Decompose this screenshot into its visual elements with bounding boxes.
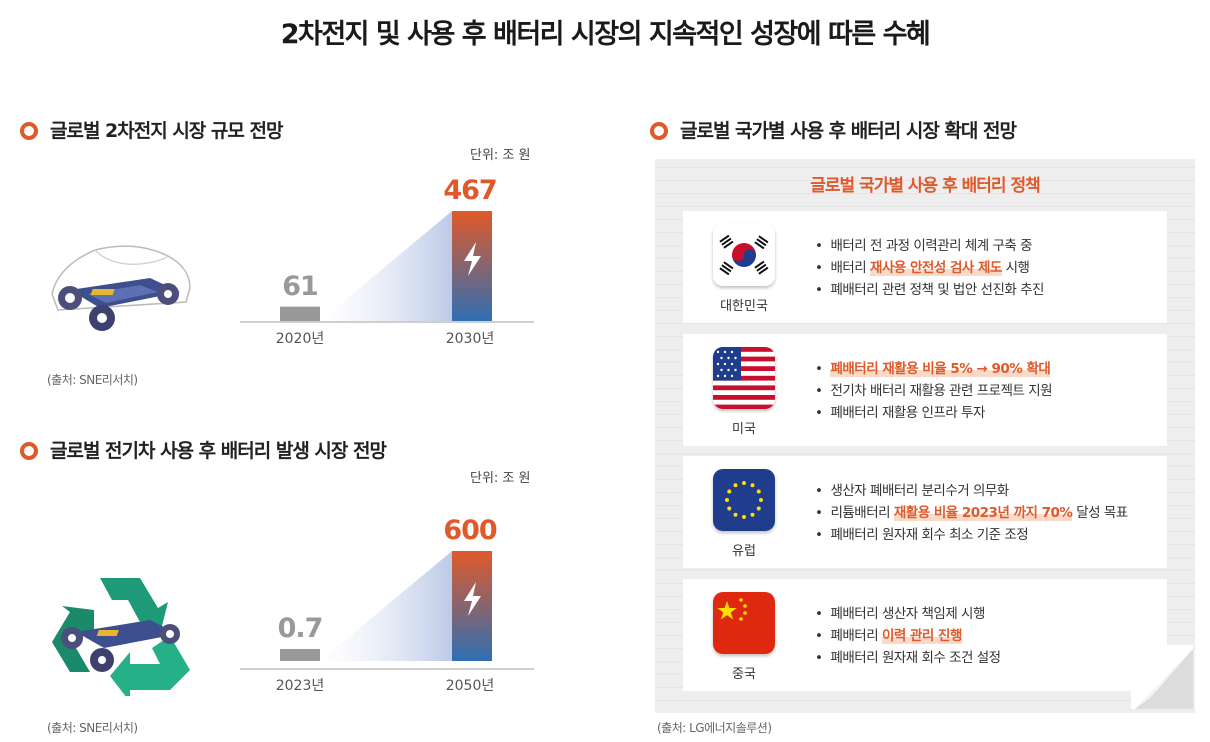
policy-item: 폐배터리 재활용 인프라 투자 bbox=[815, 402, 1052, 424]
chart2-category-2023: 2023년 bbox=[275, 678, 325, 694]
policy-card-china: 중국 폐배터리 생산자 책임제 시행 폐배터리 이력 관리 진행 폐배터리 원자… bbox=[683, 579, 1167, 691]
circle-bullet-icon bbox=[20, 442, 38, 460]
policy-item: 배터리 재사용 안전성 검사 제도 시행 bbox=[815, 257, 1044, 279]
chart2-baseline bbox=[240, 668, 534, 670]
policy-list: 폐배터리 생산자 책임제 시행 폐배터리 이력 관리 진행 폐배터리 원자재 회… bbox=[815, 603, 1001, 669]
usa-flag-icon bbox=[713, 347, 775, 409]
right-section-title: 글로벌 국가별 사용 후 배터리 시장 확대 전망 bbox=[680, 120, 1017, 142]
chart1-category-2030: 2030년 bbox=[445, 331, 495, 347]
korea-flag-icon bbox=[713, 224, 775, 286]
circle-bullet-icon bbox=[20, 122, 38, 140]
chart1-value-2030: 467 bbox=[443, 175, 497, 206]
policy-card-eu: 유럽 생산자 폐배터리 분리수거 의무화 리튬배터리 재활용 비율 2023년 … bbox=[683, 456, 1167, 568]
policy-list: 생산자 폐배터리 분리수거 의무화 리튬배터리 재활용 비율 2023년 까지 … bbox=[815, 480, 1128, 546]
chart1-svg bbox=[280, 211, 492, 321]
page-title: 2차전지 및 사용 후 배터리 시장의 지속적인 성장에 따른 수혜 bbox=[280, 19, 931, 50]
policy-panel-title: 글로벌 국가별 사용 후 배터리 정책 bbox=[810, 176, 1041, 196]
growth-wedge bbox=[320, 551, 452, 661]
growth-wedge bbox=[320, 211, 452, 321]
policy-list: 폐배터리 재활용 비율 5% → 90% 확대 전기차 배터리 재활용 관련 프… bbox=[815, 358, 1053, 424]
chart1-title-row: 글로벌 2차전지 시장 규모 전망 bbox=[20, 116, 283, 143]
chart1-title: 글로벌 2차전지 시장 규모 전망 bbox=[50, 120, 283, 142]
right-source: (출처: LG에너지솔루션) bbox=[657, 721, 772, 735]
chart1-unit: 단위: 조 원 bbox=[470, 148, 531, 163]
policy-item: 폐배터리 관련 정책 및 법안 선진화 추진 bbox=[815, 279, 1044, 301]
circle-bullet-icon bbox=[650, 122, 668, 140]
country-name: 대한민국 bbox=[720, 299, 768, 314]
bar-2023년 bbox=[280, 649, 320, 661]
recycle-battery-icon bbox=[52, 578, 190, 696]
eu-flag-icon bbox=[713, 469, 775, 531]
right-title-row: 글로벌 국가별 사용 후 배터리 시장 확대 전망 bbox=[650, 116, 1017, 143]
chart2-svg bbox=[280, 551, 492, 661]
policy-item: 생산자 폐배터리 분리수거 의무화 bbox=[815, 480, 1128, 502]
chart2-category-2050: 2050년 bbox=[445, 678, 495, 694]
bar-2020년 bbox=[280, 306, 320, 321]
chart2-value-2023: 0.7 bbox=[277, 613, 324, 644]
policy-item: 전기차 배터리 재활용 관련 프로젝트 지원 bbox=[815, 380, 1052, 402]
policy-item: 폐배터리 재활용 비율 5% → 90% 확대 bbox=[815, 358, 1052, 380]
lightning-icon bbox=[464, 242, 481, 276]
chart1-baseline bbox=[240, 321, 534, 323]
lightning-icon bbox=[464, 582, 481, 616]
policy-card-korea: 대한민국 배터리 전 과정 이력관리 체계 구축 중 배터리 재사용 안전성 검… bbox=[683, 211, 1167, 323]
chart1-category-2020: 2020년 bbox=[275, 331, 325, 347]
china-flag-icon bbox=[713, 592, 775, 654]
chart1-value-2020: 61 bbox=[282, 270, 319, 302]
chart2-title: 글로벌 전기차 사용 후 배터리 발생 시장 전망 bbox=[50, 440, 387, 462]
chart2-title-row: 글로벌 전기차 사용 후 배터리 발생 시장 전망 bbox=[20, 436, 387, 463]
chart2-value-2050: 600 bbox=[443, 515, 497, 546]
policy-list: 배터리 전 과정 이력관리 체계 구축 중 배터리 재사용 안전성 검사 제도 … bbox=[815, 235, 1044, 301]
country-name: 미국 bbox=[732, 422, 756, 437]
page-curl-icon bbox=[1131, 645, 1193, 709]
policy-item: 폐배터리 생산자 책임제 시행 bbox=[815, 603, 1001, 625]
policy-card-usa: 미국 폐배터리 재활용 비율 5% → 90% 확대 전기차 배터리 재활용 관… bbox=[683, 334, 1167, 446]
car-battery-icon bbox=[51, 245, 191, 331]
policy-item: 폐배터리 원자재 회수 최소 기준 조정 bbox=[815, 524, 1128, 546]
country-name: 중국 bbox=[732, 667, 756, 682]
policy-item: 폐배터리 원자재 회수 조건 설정 bbox=[815, 647, 1001, 669]
chart1-source: (출처: SNE리서치) bbox=[47, 373, 138, 387]
chart2-unit: 단위: 조 원 bbox=[470, 471, 531, 486]
policy-item: 배터리 전 과정 이력관리 체계 구축 중 bbox=[815, 235, 1044, 257]
policy-item: 폐배터리 이력 관리 진행 bbox=[815, 625, 1001, 647]
chart2-source: (출처: SNE리서치) bbox=[47, 721, 138, 735]
country-name: 유럽 bbox=[732, 544, 756, 559]
policy-item: 리튬배터리 재활용 비율 2023년 까지 70% 달성 목표 bbox=[815, 502, 1128, 524]
